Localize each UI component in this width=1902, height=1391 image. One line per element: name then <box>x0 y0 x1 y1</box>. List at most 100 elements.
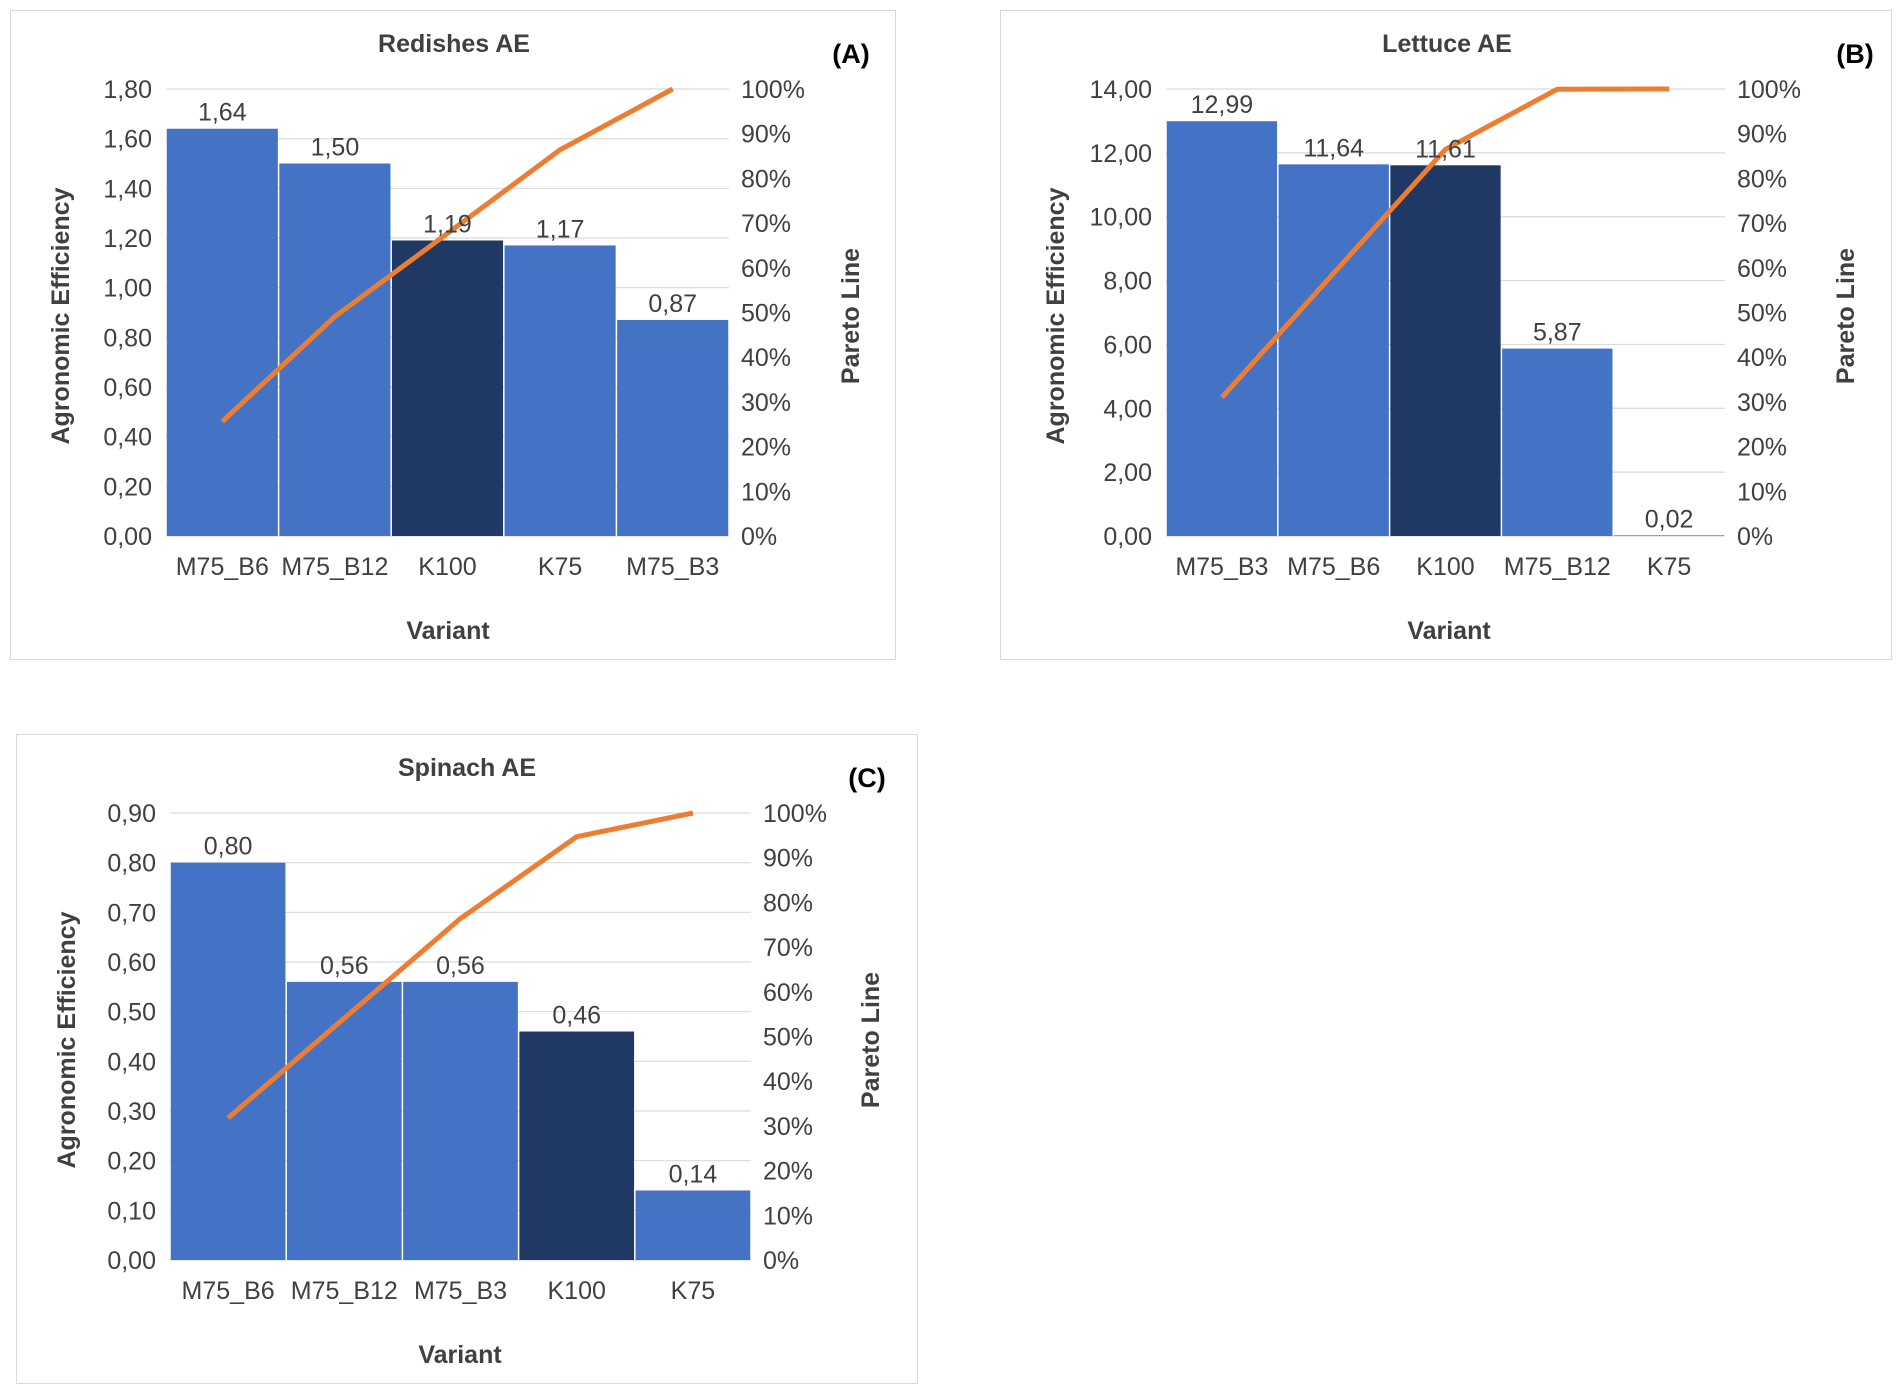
y2-tick-label: 70% <box>763 934 813 962</box>
data-label: 1,19 <box>423 210 472 238</box>
chart-title: Spinach AE <box>398 754 536 782</box>
y-tick-label: 1,80 <box>103 76 152 104</box>
x-tick-label: K75 <box>671 1277 715 1305</box>
y-tick-label: 0,20 <box>107 1148 156 1176</box>
bar <box>166 128 278 536</box>
y2-tick-label: 20% <box>763 1158 813 1186</box>
y2-tick-label: 20% <box>741 434 791 462</box>
bar <box>403 981 518 1260</box>
data-label: 1,50 <box>311 134 360 162</box>
y-tick-label: 0,70 <box>107 899 156 927</box>
y-tick-label: 0,40 <box>103 424 152 452</box>
x-axis-title: Variant <box>418 1341 502 1369</box>
y-tick-label: 1,00 <box>103 275 152 303</box>
y2-axis-title: Pareto Line <box>857 972 885 1108</box>
y-tick-label: 0,80 <box>103 324 152 352</box>
y-tick-label: 0,60 <box>103 374 152 402</box>
y2-tick-label: 0% <box>741 523 777 551</box>
y-tick-label: 0,40 <box>107 1048 156 1076</box>
panel-label: (A) <box>832 39 869 69</box>
y2-tick-label: 10% <box>763 1202 813 1230</box>
bar <box>1166 121 1278 536</box>
plot-area: 0,00 2,00 4,00 6,00 8,00 10,00 12,00 14,00 0% 10%… <box>1089 76 1801 581</box>
y-tick-label: 0,30 <box>107 1098 156 1126</box>
chart-spinach: Spinach AE (C) Variant Agronomic Efficie… <box>16 734 918 1384</box>
data-label: 11,61 <box>1415 135 1476 163</box>
x-axis-title: Variant <box>1407 617 1491 645</box>
y-tick-label: 0,10 <box>107 1197 156 1225</box>
data-label: 1,64 <box>198 99 247 127</box>
data-label: 0,80 <box>204 833 253 861</box>
y2-tick-label: 90% <box>1737 121 1787 149</box>
y-tick-label: 0,20 <box>103 473 152 501</box>
data-label: 5,87 <box>1533 319 1582 347</box>
plot-area: 0,00 0,10 0,20 0,30 0,40 0,50 0,60 0,70 0,80 0,90… <box>107 800 827 1305</box>
plot-area: 0,00 0,20 0,40 0,60 0,80 1,00 1,20 1,40 1,60 1,80… <box>103 76 805 581</box>
y2-tick-label: 30% <box>1737 389 1787 417</box>
x-tick-label: M75_B6 <box>1287 553 1380 581</box>
data-label: 11,64 <box>1303 134 1364 162</box>
y-tick-label: 0,00 <box>107 1247 156 1275</box>
x-tick-label: M75_B3 <box>1175 553 1268 581</box>
bar <box>617 319 729 536</box>
y2-tick-label: 70% <box>1737 210 1787 238</box>
y2-tick-label: 80% <box>741 165 791 193</box>
x-tick-label: K75 <box>1647 553 1691 581</box>
pareto-line <box>226 810 694 1120</box>
chart-lettuce-svg: Lettuce AE (B) Variant Agronomic Efficie… <box>1042 30 1874 645</box>
y2-tick-label: 60% <box>741 255 791 283</box>
y2-tick-label: 50% <box>1737 300 1787 328</box>
y2-tick-label: 0% <box>763 1247 799 1275</box>
y2-tick-label: 40% <box>1737 344 1787 372</box>
y2-tick-label: 30% <box>763 1113 813 1141</box>
data-label: 0,14 <box>669 1160 718 1188</box>
bar <box>286 981 402 1260</box>
y2-tick-label: 100% <box>741 76 805 104</box>
y2-tick-label: 20% <box>1737 434 1787 462</box>
y2-tick-label: 50% <box>741 300 791 328</box>
y-tick-label: 12,00 <box>1089 140 1152 168</box>
x-tick-label: K75 <box>538 553 582 581</box>
y2-tick-label: 90% <box>741 121 791 149</box>
bar <box>170 862 286 1260</box>
chart-redishes-svg: Redishes AE (A) Variant Agronomic Effici… <box>47 30 870 645</box>
y2-tick-label: 100% <box>1737 76 1801 104</box>
y2-axis-title: Pareto Line <box>1832 248 1860 384</box>
data-label: 1,17 <box>536 215 585 243</box>
y-tick-label: 14,00 <box>1089 76 1152 104</box>
y-tick-label: 0,80 <box>107 850 156 878</box>
y-axis-title: Agronomic Efficiency <box>47 187 75 444</box>
x-tick-label: M75_B6 <box>176 553 269 581</box>
x-tick-label: M75_B6 <box>182 1277 275 1305</box>
x-tick-label: K100 <box>1416 553 1474 581</box>
y2-tick-label: 90% <box>763 845 813 873</box>
y2-tick-label: 10% <box>741 478 791 506</box>
y2-tick-label: 80% <box>763 889 813 917</box>
pareto-line <box>1220 86 1670 400</box>
bar <box>1613 535 1725 536</box>
y2-tick-label: 30% <box>741 389 791 417</box>
y2-tick-label: 50% <box>763 1024 813 1052</box>
y-tick-label: 2,00 <box>1103 459 1152 487</box>
panel-label: (C) <box>848 763 885 793</box>
y-tick-label: 1,60 <box>103 126 152 154</box>
y2-tick-label: 40% <box>741 344 791 372</box>
y-tick-label: 0,50 <box>107 999 156 1027</box>
chart-lettuce: Lettuce AE (B) Variant Agronomic Efficie… <box>1000 10 1892 660</box>
x-tick-label: M75_B12 <box>291 1277 398 1305</box>
x-tick-label: M75_B3 <box>414 1277 507 1305</box>
bar <box>504 245 616 536</box>
bar <box>391 240 504 536</box>
y-tick-label: 4,00 <box>1103 395 1152 423</box>
y2-tick-label: 80% <box>1737 165 1787 193</box>
data-label: 0,02 <box>1645 505 1694 533</box>
panel-label: (B) <box>1836 39 1873 69</box>
bar <box>1502 348 1613 536</box>
y2-tick-label: 10% <box>1737 478 1787 506</box>
y2-axis-title: Pareto Line <box>837 248 865 384</box>
y2-tick-label: 40% <box>763 1068 813 1096</box>
x-tick-label: K100 <box>418 553 476 581</box>
y-tick-label: 0,90 <box>107 800 156 828</box>
y2-tick-label: 0% <box>1737 523 1773 551</box>
y2-tick-label: 60% <box>763 979 813 1007</box>
